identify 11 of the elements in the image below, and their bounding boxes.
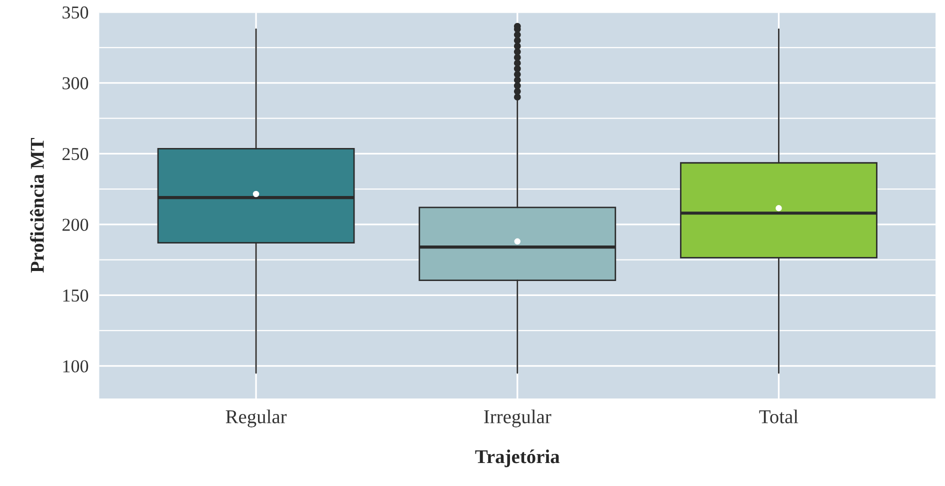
y-tick-label: 300 xyxy=(62,77,88,90)
y-tick-label: 250 xyxy=(62,148,88,160)
x-tick-label: Regular xyxy=(226,410,287,428)
y-tick-label: 100 xyxy=(63,360,88,372)
x-tick-label: Irregular xyxy=(484,410,552,428)
y-axis-title: Proficiência MT xyxy=(30,138,44,273)
y-tick-label: 150 xyxy=(63,289,88,302)
x-tick-label: Total xyxy=(759,410,798,424)
x-axis-title: Trajetória xyxy=(475,450,560,468)
y-tick-label: 200 xyxy=(62,218,88,231)
y-tick-label: 350 xyxy=(62,6,88,19)
